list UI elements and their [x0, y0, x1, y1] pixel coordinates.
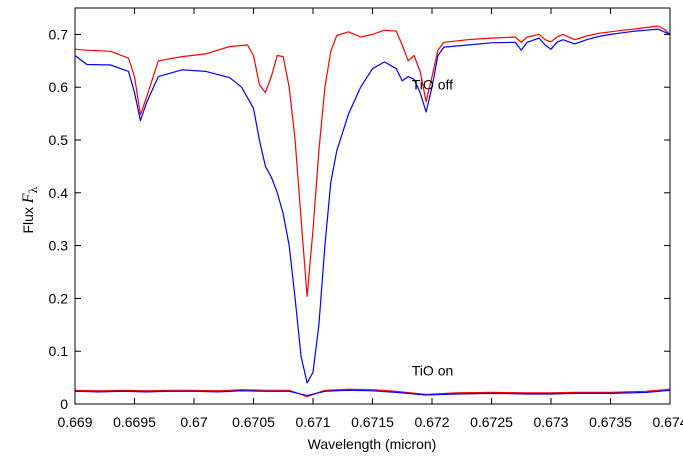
- y-axis-label-subscript: λ: [27, 186, 40, 193]
- y-tick-label: 0.3: [49, 238, 69, 254]
- y-axis-label-text: Flux: [20, 207, 36, 233]
- x-tick-label: 0.669: [57, 414, 92, 430]
- x-tick-label: 0.6725: [470, 414, 513, 430]
- x-tick-label: 0.671: [295, 414, 330, 430]
- series-line-4: [74, 389, 671, 397]
- x-tick-label: 0.672: [414, 414, 449, 430]
- annotation-layer: TiO off TiO on: [412, 77, 454, 379]
- y-axis-label: Flux Fλ: [20, 186, 40, 233]
- y-tick-label: 0.6: [49, 79, 69, 95]
- series-layer: [74, 25, 671, 398]
- y-tick-label: 0.7: [49, 26, 69, 42]
- x-tick-label: 0.674: [652, 414, 683, 430]
- plot-frame: [74, 7, 671, 405]
- x-tick-label: 0.6735: [589, 414, 632, 430]
- y-tick-label: 0.2: [49, 290, 69, 306]
- y-tick-label: 0: [60, 396, 68, 412]
- x-tick-label: 0.67: [180, 414, 207, 430]
- annotation-label: TiO off: [412, 77, 453, 93]
- x-axis-label: Wavelength (micron): [308, 436, 437, 452]
- x-tick-label: 0.6695: [113, 414, 156, 430]
- series-line-3: [74, 388, 671, 398]
- tick-layer: 0.669 0.6695 0.67 0.6705 0.671 0.6715 0.672 0.6…: [49, 8, 683, 430]
- x-tick-label: 0.673: [533, 414, 568, 430]
- x-tick-label: 0.6705: [232, 414, 275, 430]
- y-tick-label: 0.1: [49, 343, 69, 359]
- x-tick-label: 0.6715: [351, 414, 394, 430]
- annotation-label: TiO on: [412, 363, 454, 379]
- y-tick-label: 0.4: [49, 185, 69, 201]
- y-tick-label: 0.5: [49, 132, 69, 148]
- series-line-2: [74, 28, 671, 384]
- y-axis-label-symbol: F: [20, 193, 37, 204]
- series-line-1: [74, 25, 671, 297]
